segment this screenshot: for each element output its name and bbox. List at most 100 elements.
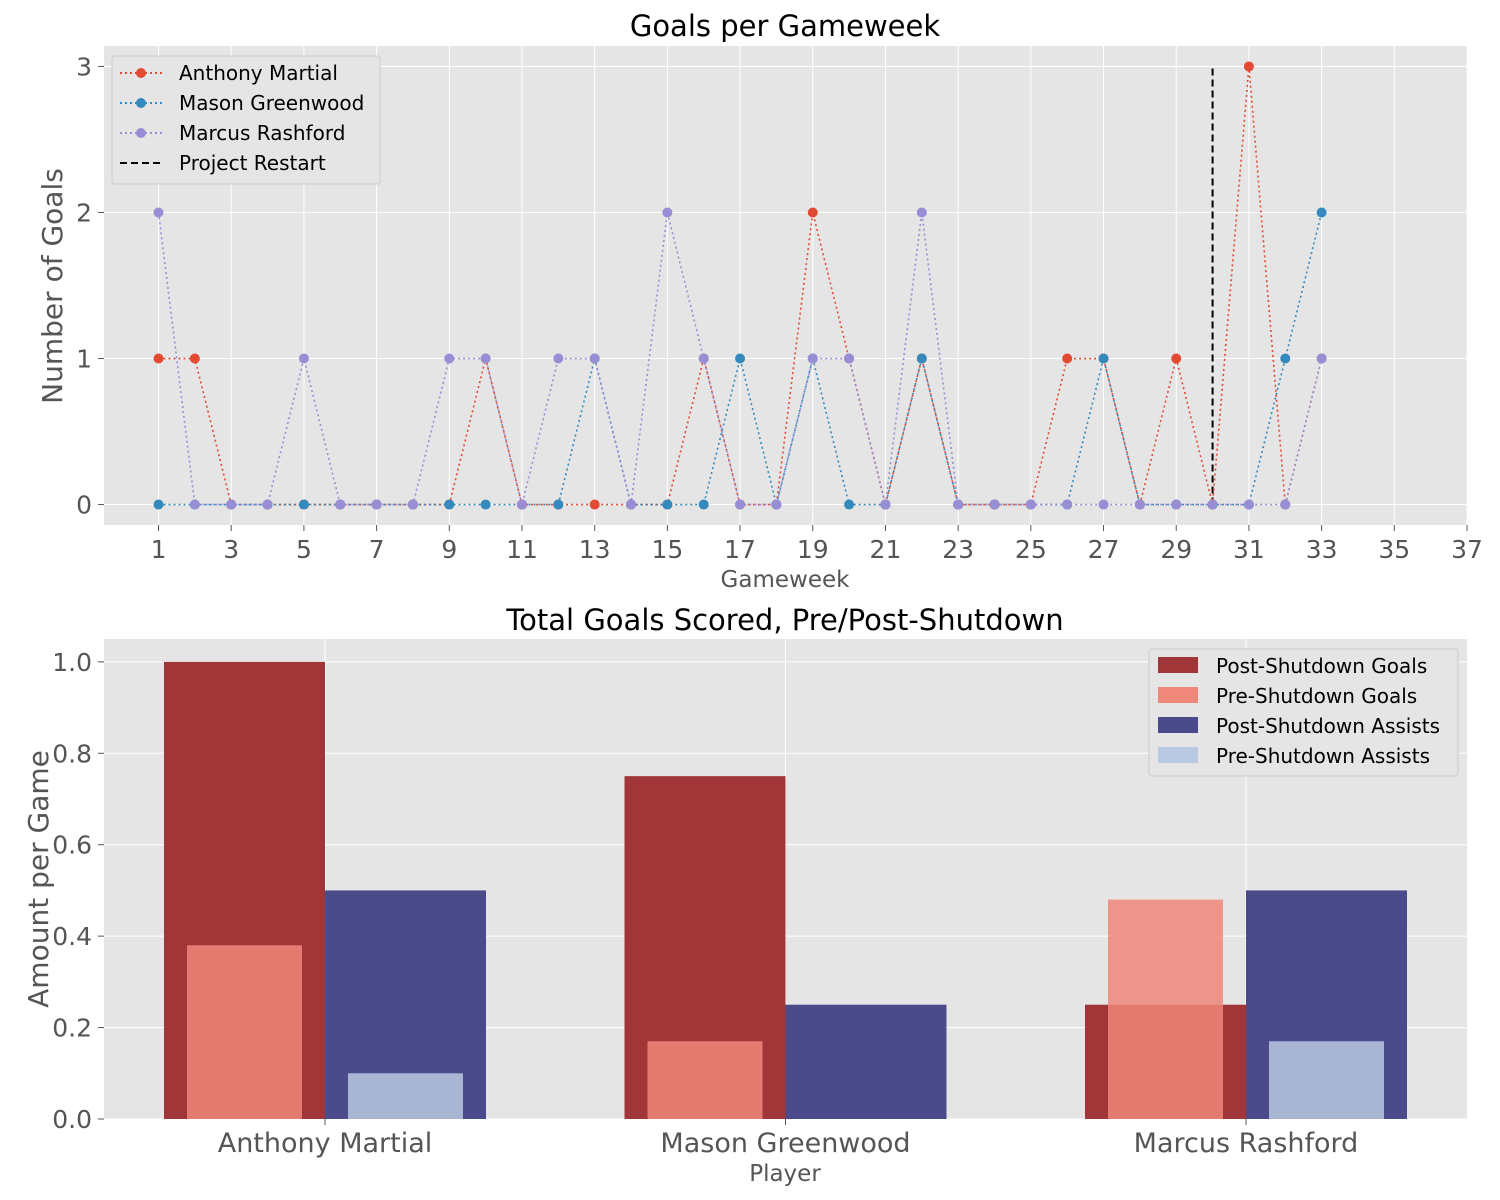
data-point [916,207,927,218]
y-tick-label: 0.2 [52,1014,92,1043]
legend-swatch [1158,657,1198,673]
data-point [553,499,564,510]
data-point [153,353,164,364]
data-point [153,207,164,218]
legend-box [111,55,381,185]
y-tick-label: 1 [76,345,92,374]
legend-item-marcus-rashford: Marcus Rashford [120,121,345,145]
x-tick-label: 13 [579,535,611,564]
y-tick-label: 0.4 [52,922,92,951]
legend-marker [136,128,146,138]
data-point [1171,353,1182,364]
data-point [771,499,782,510]
data-point [844,499,855,510]
x-tick-label: 15 [651,535,683,564]
y-tick-label: 2 [76,198,92,227]
data-point [480,353,491,364]
pre-post-shutdown-bar-chart: Anthony Martial Mason Greenwood Marcus Ras… [22,603,1467,1187]
y-axis-ticks: 0 1 2 3 [76,52,104,520]
legend-item-post-shutdown-goals: Post-Shutdown Goals [1158,654,1427,678]
x-tick-label: 25 [1015,535,1047,564]
legend-swatch [1158,747,1198,763]
series-marcus-rashford [153,207,1327,510]
legend: Anthony Martial Mason Greenwood Marcus Ras… [111,55,381,185]
data-point [1062,499,1073,510]
x-tick-label: 9 [441,535,457,564]
data-point [1243,499,1254,510]
legend: Post-Shutdown Goals Pre-Shutdown Goals Pos… [1148,648,1459,777]
legend-swatch [1158,717,1198,733]
data-point [1316,353,1327,364]
data-point [553,353,564,364]
x-tick-label: 11 [506,535,538,564]
data-point [298,353,309,364]
data-point [626,499,637,510]
x-tick-label: 5 [296,535,312,564]
data-point [662,207,673,218]
y-tick-label: 0.8 [52,739,92,768]
legend-swatch [1158,687,1198,703]
data-point [916,353,927,364]
legend-item-project-restart: Project Restart [120,151,326,175]
legend-item-pre-shutdown-goals: Pre-Shutdown Goals [1158,684,1417,708]
data-point [516,499,527,510]
x-tick-label: 29 [1160,535,1192,564]
data-point [262,499,273,510]
data-point [298,499,309,510]
data-point [1171,499,1182,510]
legend-label: Marcus Rashford [179,121,345,145]
y-axis-label: Number of Goals [36,168,69,404]
x-axis-label: Gameweek [721,567,851,593]
data-point [844,353,855,364]
data-point [807,207,818,218]
legend-label: Anthony Martial [179,61,338,85]
data-point [807,353,818,364]
data-point [444,353,455,364]
chart-title: Goals per Gameweek [630,9,940,43]
data-point [1243,61,1254,72]
data-point [1134,499,1145,510]
legend-label: Pre-Shutdown Goals [1216,684,1417,708]
x-tick-label: 19 [797,535,829,564]
x-tick-label: 37 [1451,535,1483,564]
y-axis-label: Amount per Game [22,750,55,1008]
y-tick-label: 0.0 [52,1105,92,1134]
legend-item-pre-shutdown-assists: Pre-Shutdown Assists [1158,744,1430,768]
data-point [698,499,709,510]
legend-item-anthony-martial: Anthony Martial [120,61,338,85]
legend-label: Post-Shutdown Goals [1216,654,1427,678]
x-tick-label: 35 [1378,535,1410,564]
chart-title: Total Goals Scored, Pre/Post-Shutdown [505,603,1063,637]
bar-pre-shutdown-assists [348,1073,463,1119]
legend-item-mason-greenwood: Mason Greenwood [120,91,364,115]
data-point [1098,499,1109,510]
data-point [371,499,382,510]
data-point [444,499,455,510]
data-point [1062,353,1073,364]
data-point [662,499,673,510]
line-series [153,61,1327,510]
data-point [698,353,709,364]
y-axis-ticks: 0.0 0.2 0.4 0.6 0.8 1.0 [52,648,104,1134]
x-axis-ticks: 1 3 5 7 9 11 13 15 17 19 21 23 25 27 29 31 33 35 37 [151,525,1483,564]
bar-pre-shutdown-goals [1108,899,1223,1119]
data-point [880,499,891,510]
data-point [1280,499,1291,510]
x-tick-label: Mason Greenwood [660,1128,910,1159]
data-point [953,499,964,510]
data-point [589,499,600,510]
bar-pre-shutdown-assists [1269,1041,1384,1119]
data-point [589,353,600,364]
data-point [1207,499,1218,510]
data-point [226,499,237,510]
data-point [153,499,164,510]
legend-label: Project Restart [179,151,326,175]
legend-box [1148,648,1459,777]
x-tick-label: 1 [151,535,167,564]
legend-label: Mason Greenwood [179,91,364,115]
legend-item-post-shutdown-assists: Post-Shutdown Assists [1158,714,1440,738]
y-tick-label: 0.6 [52,831,92,860]
data-point [189,353,200,364]
x-axis-ticks: Anthony Martial Mason Greenwood Marcus Ras… [218,1119,1358,1159]
